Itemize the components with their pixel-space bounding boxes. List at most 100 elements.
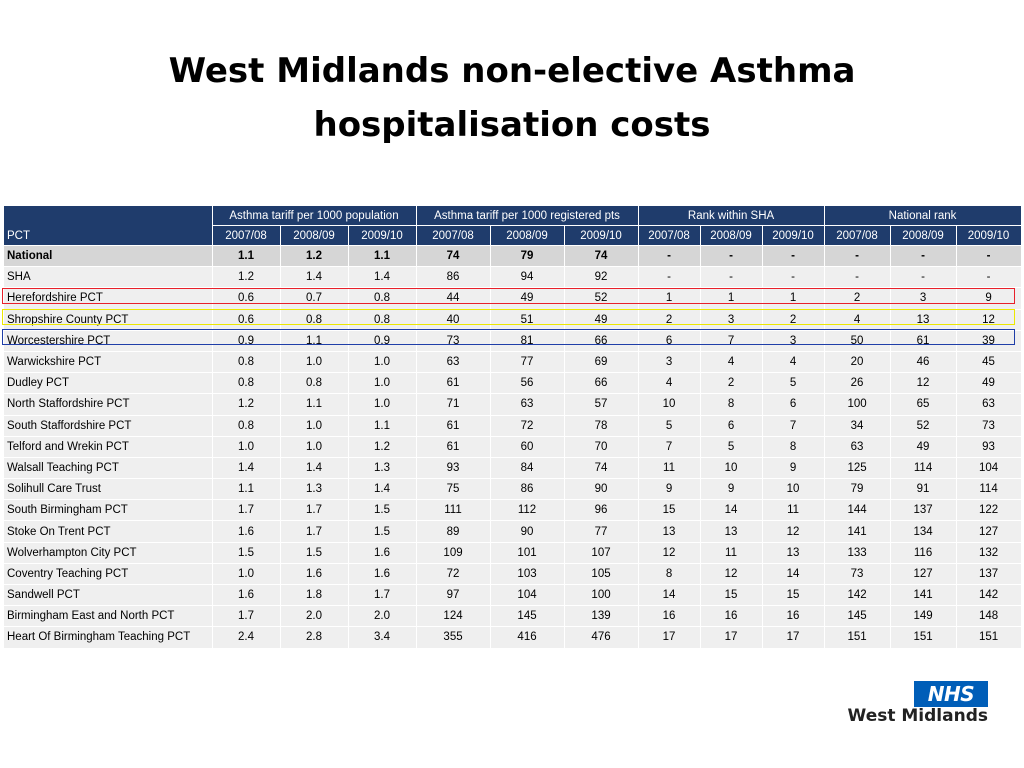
value-cell: - xyxy=(956,266,1022,289)
value-cell: 1.6 xyxy=(212,584,281,607)
value-cell: 74 xyxy=(564,457,639,480)
value-cell: - xyxy=(824,245,891,268)
year-header: 2009/10 xyxy=(956,225,1022,246)
group-header-tariff-registered: Asthma tariff per 1000 registered pts xyxy=(416,206,639,226)
pct-column-header: PCT xyxy=(4,206,213,246)
value-cell: 73 xyxy=(416,330,491,352)
value-cell: 1.7 xyxy=(212,605,281,628)
table-row: South Staffordshire PCT 0.8 1.0 1.1 61 72 78 5 6… xyxy=(4,415,1022,437)
value-cell: 1.0 xyxy=(212,436,281,458)
value-cell: 11 xyxy=(638,457,701,480)
group-header-row: PCT Asthma tariff per 1000 population As… xyxy=(4,206,1022,246)
value-cell: 2.4 xyxy=(212,626,281,649)
value-cell: 70 xyxy=(564,436,639,458)
value-cell: 13 xyxy=(700,520,763,543)
value-cell: 8 xyxy=(700,393,763,416)
pct-name-cell: North Staffordshire PCT xyxy=(4,393,213,416)
year-header: 2007/08 xyxy=(212,225,281,246)
value-cell: 0.8 xyxy=(280,309,349,331)
value-cell: 133 xyxy=(824,542,891,564)
value-cell: 1.2 xyxy=(212,266,281,289)
value-cell: 1.3 xyxy=(348,457,417,480)
value-cell: 8 xyxy=(638,563,701,586)
slide-title-line-1: West Midlands non-elective Asthma xyxy=(168,51,856,91)
value-cell: 1.6 xyxy=(348,542,417,564)
table-row: Walsall Teaching PCT 1.4 1.4 1.3 93 84 74 11 10 9… xyxy=(4,457,1022,480)
value-cell: 79 xyxy=(490,245,565,268)
value-cell: 94 xyxy=(490,266,565,289)
value-cell: 1.1 xyxy=(348,415,417,437)
value-cell: 1.0 xyxy=(280,415,349,437)
value-cell: 151 xyxy=(956,626,1022,649)
value-cell: 52 xyxy=(564,287,639,310)
value-cell: 16 xyxy=(638,605,701,628)
value-cell: 103 xyxy=(490,563,565,586)
slide-title: West Midlands non-elective Asthma hospit… xyxy=(0,44,1024,152)
value-cell: 1.5 xyxy=(280,542,349,564)
value-cell: 92 xyxy=(564,266,639,289)
value-cell: 6 xyxy=(638,330,701,352)
value-cell: 6 xyxy=(700,415,763,437)
value-cell: 1.3 xyxy=(280,478,349,501)
table-row: Sandwell PCT 1.6 1.8 1.7 97 104 100 14 15 15 142 14… xyxy=(4,584,1022,607)
value-cell: 141 xyxy=(890,584,957,607)
value-cell: 1.2 xyxy=(280,245,349,268)
value-cell: - xyxy=(890,245,957,268)
value-cell: 100 xyxy=(564,584,639,607)
value-cell: 65 xyxy=(890,393,957,416)
value-cell: 96 xyxy=(564,499,639,522)
value-cell: 114 xyxy=(956,478,1022,501)
value-cell: 17 xyxy=(700,626,763,649)
value-cell: 4 xyxy=(762,351,825,374)
value-cell: 52 xyxy=(890,415,957,437)
value-cell: 1.4 xyxy=(280,266,349,289)
table-row: Dudley PCT 0.8 0.8 1.0 61 56 66 4 2 5 26 12 49 xyxy=(4,372,1022,395)
nhs-badge: NHS xyxy=(914,681,988,707)
value-cell: 12 xyxy=(956,309,1022,331)
value-cell: 5 xyxy=(762,372,825,395)
value-cell: 5 xyxy=(638,415,701,437)
value-cell: - xyxy=(956,245,1022,268)
value-cell: 7 xyxy=(762,415,825,437)
pct-name-cell: Sandwell PCT xyxy=(4,584,213,607)
value-cell: 50 xyxy=(824,330,891,352)
value-cell: 0.9 xyxy=(348,330,417,352)
value-cell: 1.0 xyxy=(280,351,349,374)
value-cell: 124 xyxy=(416,605,491,628)
value-cell: 11 xyxy=(762,499,825,522)
value-cell: 11 xyxy=(700,542,763,564)
value-cell: 17 xyxy=(638,626,701,649)
value-cell: 1.1 xyxy=(348,245,417,268)
pct-name-cell: Walsall Teaching PCT xyxy=(4,457,213,480)
value-cell: 73 xyxy=(956,415,1022,437)
value-cell: 141 xyxy=(824,520,891,543)
table-row: South Birmingham PCT 1.7 1.7 1.5 111 112 96 15 1… xyxy=(4,499,1022,522)
value-cell: 132 xyxy=(956,542,1022,564)
pct-name-cell: Coventry Teaching PCT xyxy=(4,563,213,586)
value-cell: 1.4 xyxy=(348,478,417,501)
value-cell: 1.6 xyxy=(212,520,281,543)
value-cell: 57 xyxy=(564,393,639,416)
value-cell: 77 xyxy=(564,520,639,543)
value-cell: 355 xyxy=(416,626,491,649)
value-cell: 1.1 xyxy=(212,245,281,268)
slide-title-line-2: hospitalisation costs xyxy=(313,105,711,145)
value-cell: 9 xyxy=(956,287,1022,310)
table-row: Worcestershire PCT 0.9 1.1 0.9 73 81 66 6 7 3 50 61… xyxy=(4,330,1022,352)
value-cell: 16 xyxy=(700,605,763,628)
value-cell: 7 xyxy=(638,436,701,458)
value-cell: 0.8 xyxy=(348,287,417,310)
table-row: Telford and Wrekin PCT 1.0 1.0 1.2 61 60 70 7 5 8… xyxy=(4,436,1022,458)
pct-name-cell: Solihull Care Trust xyxy=(4,478,213,501)
value-cell: 142 xyxy=(824,584,891,607)
value-cell: - xyxy=(638,245,701,268)
value-cell: 2 xyxy=(762,309,825,331)
value-cell: 69 xyxy=(564,351,639,374)
value-cell: 127 xyxy=(890,563,957,586)
value-cell: 16 xyxy=(762,605,825,628)
value-cell: 10 xyxy=(700,457,763,480)
value-cell: 151 xyxy=(890,626,957,649)
value-cell: 1 xyxy=(700,287,763,310)
value-cell: 1.5 xyxy=(348,499,417,522)
value-cell: 104 xyxy=(490,584,565,607)
